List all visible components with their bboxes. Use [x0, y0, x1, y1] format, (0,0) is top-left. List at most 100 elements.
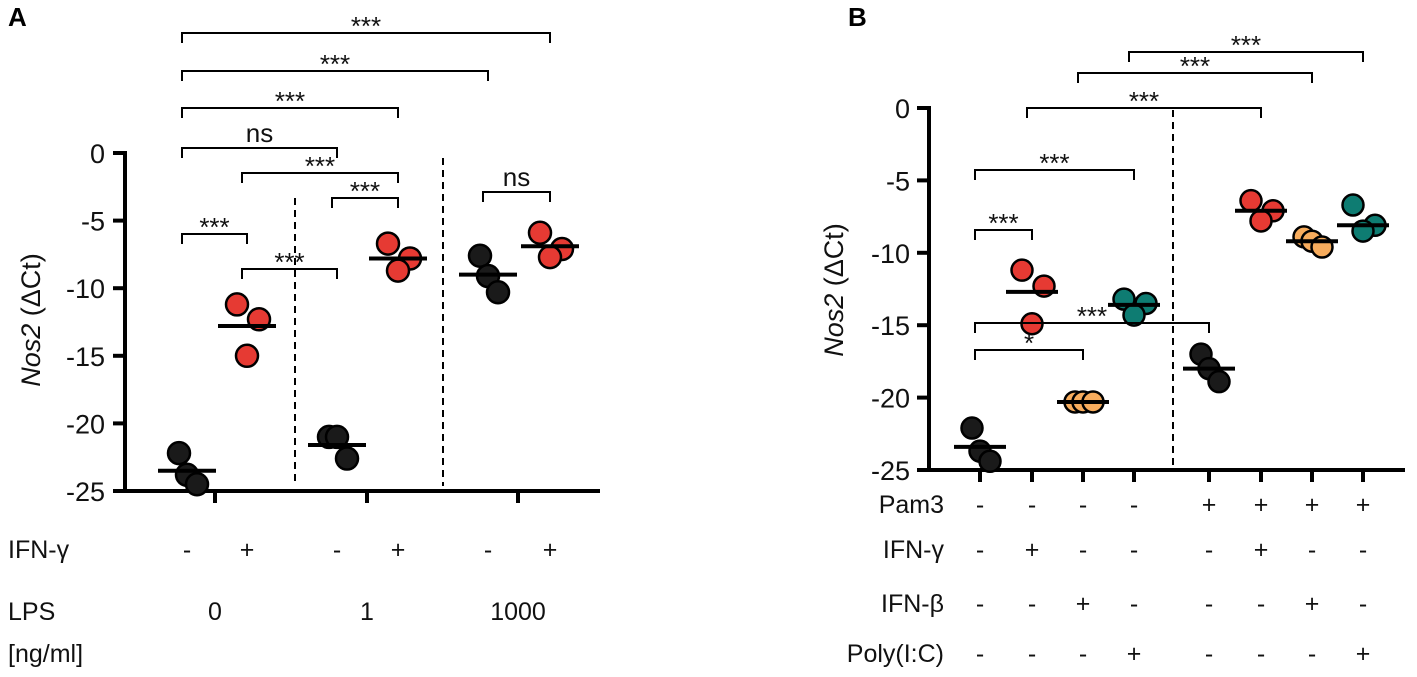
significance-bracket	[1128, 51, 1364, 62]
y-tick-label: -5	[81, 207, 105, 237]
row-value: -	[1079, 491, 1087, 519]
row-value: -	[1130, 590, 1138, 618]
y-tick-label: 0	[90, 139, 105, 169]
y-axis-label: Nos2 (ΔCt)	[16, 253, 46, 387]
data-point	[224, 292, 250, 317]
significance-bracket	[1026, 107, 1262, 118]
significance-label: ***	[1077, 301, 1107, 331]
y-axis-label-gene: Nos2	[16, 324, 46, 387]
data-point	[485, 280, 511, 305]
y-tick-label: -5	[886, 166, 910, 196]
row-value: +	[1202, 491, 1217, 519]
significance-bracket	[181, 70, 489, 81]
row-value: -	[1257, 640, 1265, 668]
panel-label: B	[848, 2, 867, 32]
row-value: -	[976, 491, 984, 519]
significance-label: ***	[1039, 148, 1069, 178]
group-7	[1337, 193, 1389, 243]
group-0	[158, 440, 216, 497]
significance-label: *	[1024, 328, 1034, 358]
y-axis-label: Nos2 (ΔCt)	[819, 223, 849, 357]
significance-bracket	[331, 197, 399, 208]
lps-label: LPS	[8, 598, 55, 626]
row-value: +	[1025, 536, 1040, 564]
row-value: -	[976, 536, 984, 564]
row-value: +	[543, 536, 558, 564]
row-value: -	[1079, 536, 1087, 564]
significance-label: ***	[350, 176, 380, 206]
y-axis-label-unit: (ΔCt)	[16, 253, 46, 324]
data-point	[324, 424, 350, 450]
data-point	[527, 220, 553, 246]
y-axis-label-unit: (ΔCt)	[819, 223, 849, 294]
row-value: +	[240, 536, 255, 564]
lps-unit: [ng/ml]	[8, 640, 83, 668]
significance-label: ***	[1231, 30, 1261, 60]
significance-label: ***	[199, 212, 229, 242]
row-value: +	[391, 536, 406, 564]
lps-value: 1000	[490, 598, 546, 626]
data-point	[1239, 188, 1263, 213]
row-value: -	[1079, 640, 1087, 668]
significance-bracket	[974, 349, 1084, 360]
row-value: -	[1028, 590, 1036, 618]
row-value: -	[1359, 590, 1367, 618]
significance-label: ns	[503, 162, 530, 192]
row-value: -	[1359, 536, 1367, 564]
y-tick-label: -10	[871, 239, 910, 269]
data-point	[1010, 258, 1034, 282]
y-tick-label: -25	[871, 456, 910, 486]
row-value: +	[1356, 491, 1371, 519]
data-point	[234, 343, 260, 369]
significance-label: ***	[1129, 86, 1159, 116]
panel-label: A	[8, 2, 27, 32]
group-4	[459, 243, 517, 305]
row-value: +	[1254, 536, 1269, 564]
significance-bracket	[181, 107, 399, 118]
data-point	[537, 244, 563, 270]
row-label: IFN-γ	[8, 536, 70, 564]
row-value: -	[1028, 491, 1036, 519]
significance-bracket	[482, 191, 551, 202]
data-point	[385, 258, 411, 283]
significance-bracket	[181, 147, 338, 158]
group-4	[1183, 342, 1235, 394]
significance-label: ***	[274, 247, 304, 277]
row-value: -	[1205, 590, 1213, 618]
group-2	[308, 424, 366, 471]
row-value: -	[1308, 640, 1316, 668]
row-value: -	[976, 590, 984, 618]
data-point	[1341, 193, 1365, 217]
row-value: -	[1308, 536, 1316, 564]
significance-bracket	[974, 322, 1210, 333]
group-1	[218, 292, 276, 369]
row-value: -	[1257, 590, 1265, 618]
significance-bracket	[1077, 72, 1313, 83]
significance-label: ns	[246, 118, 273, 148]
y-tick-label: 0	[895, 94, 910, 124]
row-value: -	[976, 640, 984, 668]
row-value: +	[1254, 491, 1269, 519]
significance-bracket	[241, 172, 399, 183]
row-value: -	[1205, 640, 1213, 668]
significance-label: ***	[305, 151, 335, 181]
data-point	[375, 231, 401, 256]
significance-label: ***	[1180, 51, 1210, 81]
row-value: -	[1130, 491, 1138, 519]
row-value: +	[1127, 640, 1142, 668]
row-value: +	[1076, 590, 1091, 618]
y-axis-label-gene: Nos2	[819, 294, 849, 357]
significance-bracket	[181, 233, 248, 244]
row-value: -	[1028, 640, 1036, 668]
row-label: Poly(I:C)	[847, 640, 944, 668]
data-point	[1207, 369, 1231, 394]
y-tick-label: -10	[66, 274, 105, 304]
significance-bracket	[181, 32, 551, 43]
row-value: -	[484, 536, 492, 564]
row-value: -	[1205, 536, 1213, 564]
group-5	[1235, 188, 1287, 233]
lps-value: 0	[208, 598, 222, 626]
group-5	[521, 220, 579, 270]
